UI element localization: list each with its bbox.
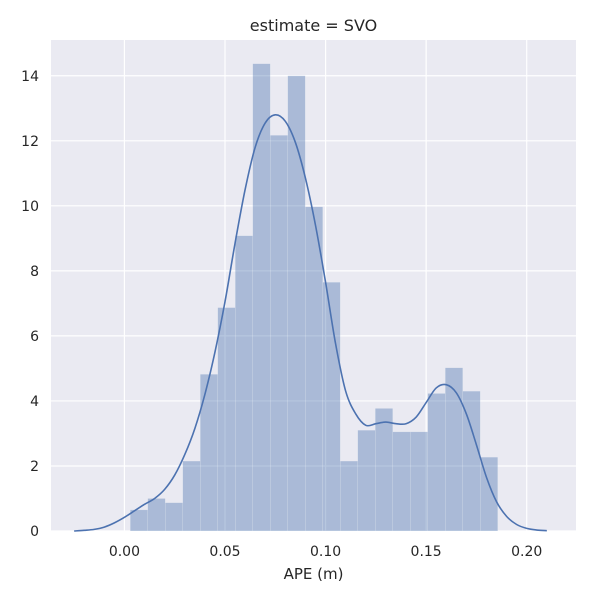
histogram-bar xyxy=(445,367,464,532)
histogram-bar xyxy=(357,429,376,532)
y-tick-label: 10 xyxy=(21,199,39,215)
histogram-bar xyxy=(235,235,254,532)
x-tick-labels: 0.00 0.05 0.10 0.15 0.20 xyxy=(109,544,542,560)
x-tick-label: 0.20 xyxy=(511,544,542,560)
histogram-bar xyxy=(217,307,236,532)
histogram-bar xyxy=(147,498,166,532)
y-tick-label: 4 xyxy=(30,394,39,410)
histogram-bar xyxy=(182,460,201,532)
histogram-bar xyxy=(480,456,499,532)
histogram-bars xyxy=(130,63,499,532)
x-tick-label: 0.15 xyxy=(411,544,442,560)
histogram-bar xyxy=(392,431,411,532)
histogram-bar xyxy=(287,75,306,532)
histogram-bar xyxy=(130,509,149,532)
x-axis-title: APE (m) xyxy=(284,565,344,583)
y-tick-labels: 0 2 4 6 8 10 12 14 xyxy=(21,69,39,540)
y-tick-label: 2 xyxy=(30,459,39,475)
histogram-bar xyxy=(305,206,324,532)
kde-line xyxy=(74,113,547,532)
y-tick-label: 12 xyxy=(21,134,39,150)
histogram-bar xyxy=(410,431,429,532)
x-tick-label: 0.05 xyxy=(209,544,240,560)
plot-background xyxy=(51,40,576,531)
chart-title: estimate = SVO xyxy=(250,16,377,35)
histogram-bar xyxy=(427,393,446,532)
histogram-bar xyxy=(200,374,219,532)
histogram-bar xyxy=(462,390,481,532)
y-tick-label: 6 xyxy=(30,329,39,345)
histogram-bar xyxy=(252,63,271,532)
x-tick-label: 0.00 xyxy=(109,544,140,560)
y-tick-label: 8 xyxy=(30,264,39,280)
histogram-bar xyxy=(165,502,184,532)
histogram-bar xyxy=(375,408,394,532)
histogram-bar xyxy=(340,460,359,532)
x-tick-label: 0.10 xyxy=(310,544,341,560)
y-tick-label: 0 xyxy=(30,524,39,540)
histogram-bar xyxy=(270,135,289,532)
y-tick-label: 14 xyxy=(21,69,39,85)
